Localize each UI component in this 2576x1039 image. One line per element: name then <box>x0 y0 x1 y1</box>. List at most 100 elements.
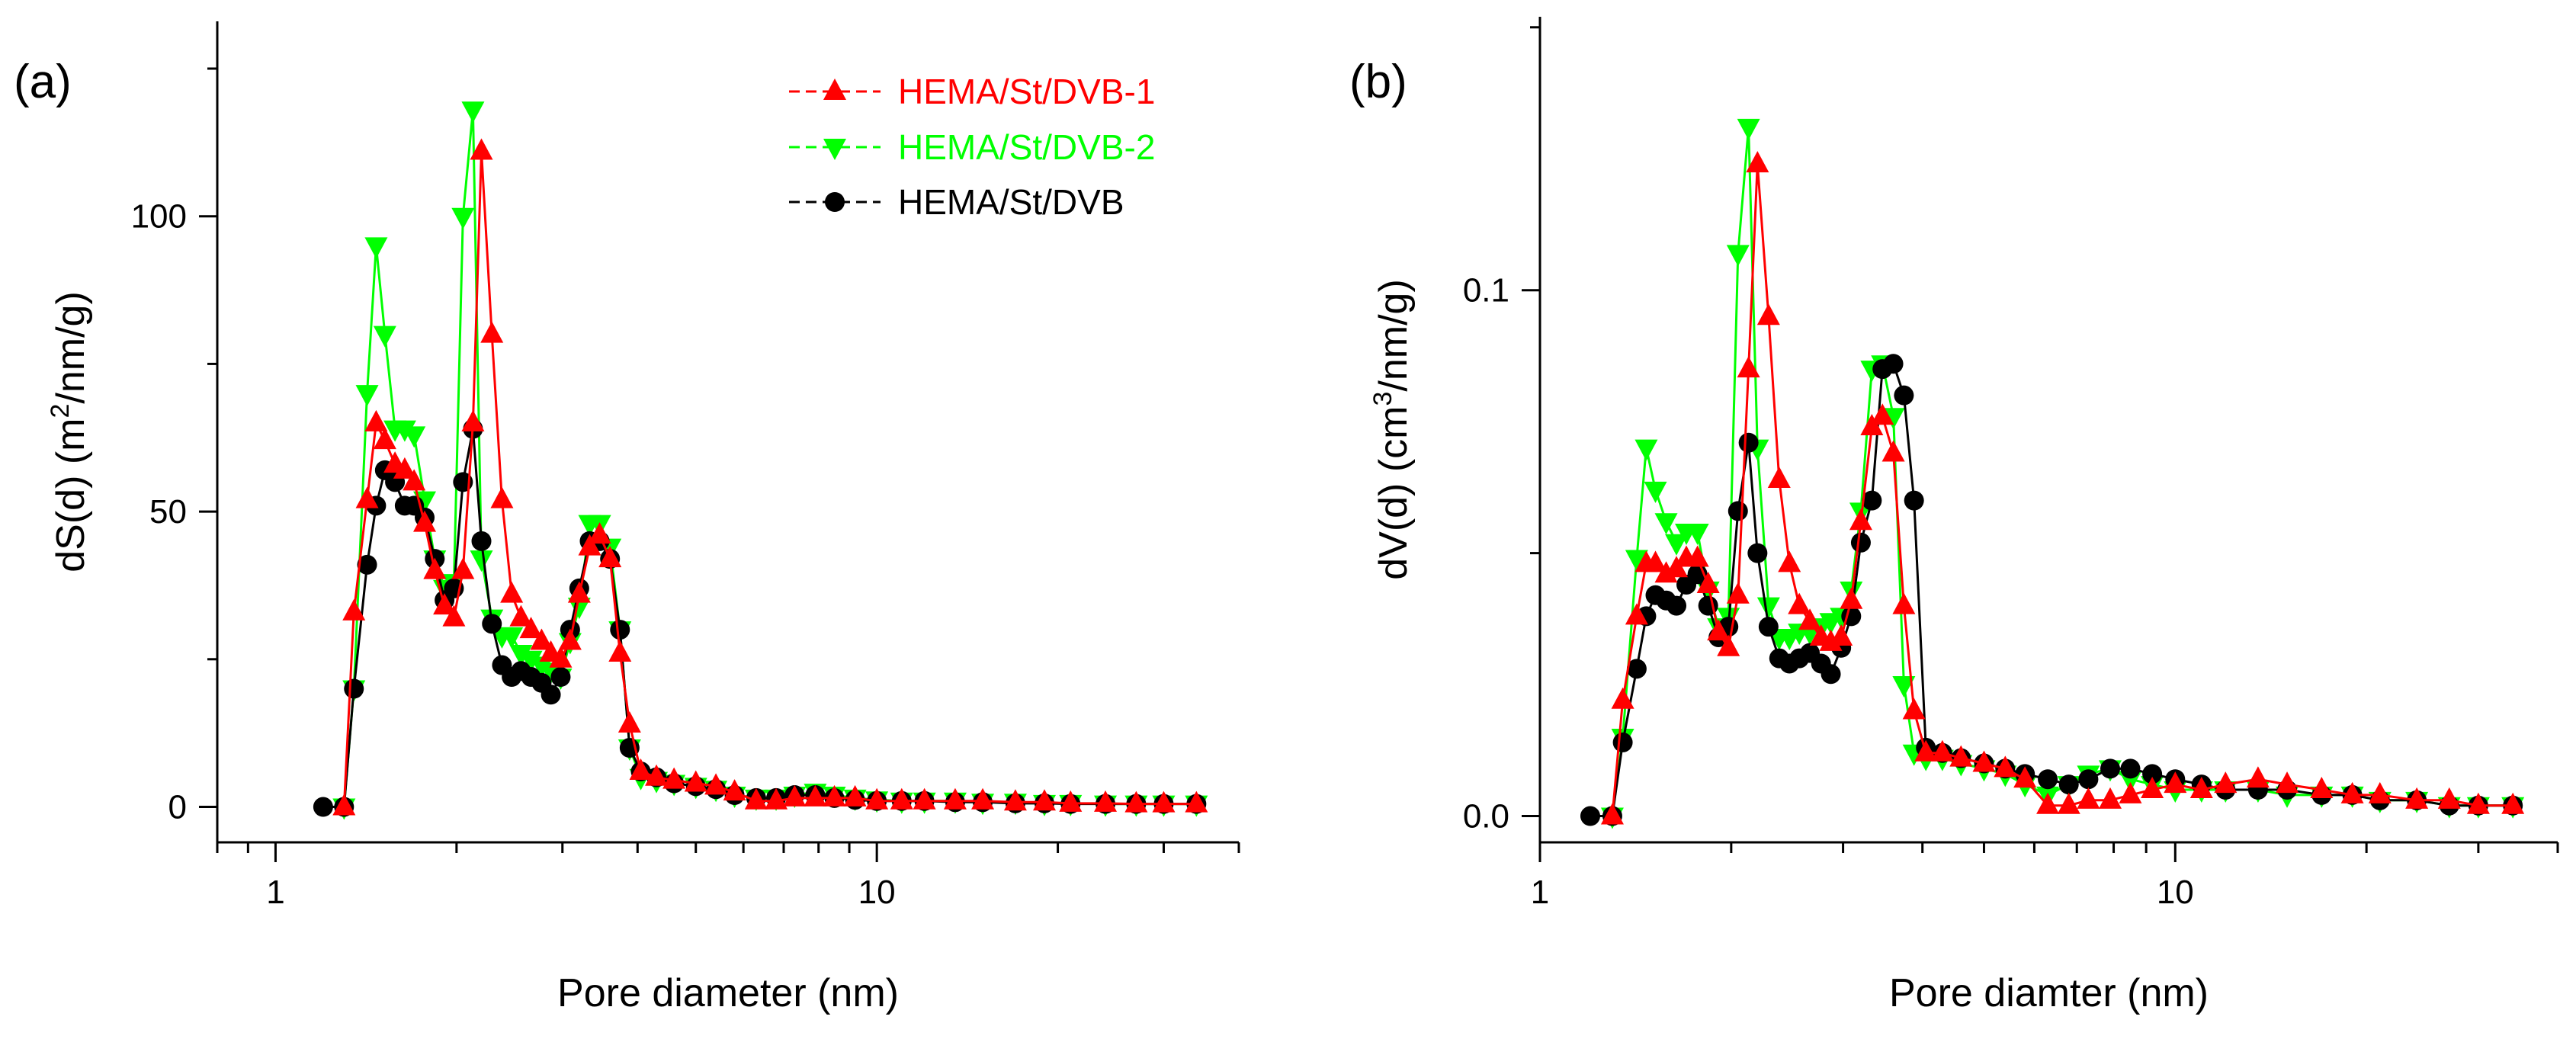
data-point <box>1634 439 1658 461</box>
data-point <box>2013 766 2037 788</box>
data-point <box>403 426 426 448</box>
data-point <box>1059 790 1083 812</box>
data-point <box>1914 739 1938 762</box>
data-point <box>2501 792 2525 814</box>
data-point <box>588 522 611 544</box>
data-point <box>1892 676 1916 698</box>
data-point <box>500 581 524 603</box>
data-point <box>1726 245 1750 267</box>
data-point <box>1862 490 1882 511</box>
data-point <box>1949 745 1973 767</box>
data-point <box>461 409 485 431</box>
data-point <box>610 620 630 640</box>
panel-a-y-tick-label: 100 <box>131 198 187 236</box>
data-point <box>1902 697 1926 720</box>
data-point <box>461 101 485 123</box>
data-point <box>1003 789 1027 811</box>
data-point <box>490 486 514 508</box>
legend-entry-label: HEMA/St/DVB <box>898 182 1124 222</box>
data-point <box>2098 787 2122 809</box>
data-point <box>403 469 426 491</box>
data-point <box>2038 769 2058 790</box>
data-point <box>1094 790 1118 812</box>
data-point <box>530 628 553 650</box>
data-point <box>1611 687 1634 709</box>
data-point <box>344 678 364 699</box>
panel-b-x-tick-label: 10 <box>2157 874 2194 911</box>
data-point <box>2164 771 2187 794</box>
data-point <box>519 617 543 639</box>
data-point <box>2078 769 2099 790</box>
data-point <box>1830 624 1853 646</box>
data-point <box>765 787 788 810</box>
panel-b-y-tick-label: 0.1 <box>1463 272 1509 309</box>
data-point <box>662 767 686 789</box>
data-point <box>1738 432 1759 453</box>
data-point <box>357 554 377 575</box>
data-point <box>2189 777 2213 799</box>
data-point <box>783 784 807 807</box>
panel-a-label: (a) <box>14 56 72 108</box>
data-point <box>865 787 889 810</box>
data-point <box>1737 356 1760 378</box>
data-point <box>313 797 333 817</box>
data-point <box>2120 758 2141 779</box>
data-point <box>1756 597 1780 619</box>
data-point <box>1185 790 1208 813</box>
data-point <box>2058 774 2079 795</box>
data-point <box>1033 789 1057 811</box>
data-point <box>1696 571 1720 593</box>
panel-a-x-tick-label: 1 <box>266 874 284 911</box>
data-point <box>1737 118 1760 140</box>
data-point <box>1756 303 1780 325</box>
panel-a-x-axis-title: Pore diameter (nm) <box>557 971 899 1015</box>
data-point <box>1707 619 1731 641</box>
data-point <box>804 784 827 807</box>
data-point <box>1152 790 1176 813</box>
data-point <box>509 604 533 627</box>
data-point <box>519 650 543 672</box>
data-point <box>2214 771 2238 794</box>
legend-marker <box>823 79 846 100</box>
data-point <box>2246 766 2270 788</box>
data-point <box>1821 664 1841 685</box>
data-point <box>1626 659 1647 679</box>
data-point <box>2142 764 2163 784</box>
data-point <box>1850 532 1871 553</box>
data-point <box>451 207 475 229</box>
legend-marker <box>825 192 845 212</box>
panel-a-y-tick-label: 50 <box>149 493 187 531</box>
data-point <box>550 667 571 688</box>
data-point <box>541 685 561 705</box>
data-point <box>1788 592 1811 614</box>
chart-panel-b: 1 10 0.0 0.1 Pore diamter (nm) dV(d) (cm3/nm/… <box>1349 17 2559 1015</box>
data-point <box>423 557 447 579</box>
data-point <box>2057 792 2080 814</box>
data-point <box>1644 481 1667 503</box>
data-point <box>1840 587 1863 609</box>
data-point <box>471 531 492 551</box>
data-point <box>618 711 641 733</box>
data-point <box>1625 603 1648 625</box>
data-point <box>332 794 356 816</box>
data-point <box>913 787 936 810</box>
data-point <box>470 138 493 160</box>
data-point <box>2276 771 2299 794</box>
data-point <box>1612 732 1633 752</box>
data-point <box>1625 550 1648 572</box>
data-point <box>1654 513 1678 535</box>
data-point <box>451 557 475 579</box>
panel-b-y-axis-title: dV(d) (cm3/nm/g) <box>1368 279 1416 580</box>
data-point <box>1778 550 1801 572</box>
data-point <box>744 787 768 810</box>
data-point <box>1972 750 1996 772</box>
data-point <box>558 628 582 650</box>
data-point <box>2466 792 2490 814</box>
data-point <box>2310 777 2334 799</box>
panel-b-x-tick-label: 1 <box>1531 874 1549 911</box>
data-point <box>684 770 707 792</box>
data-point <box>598 546 622 568</box>
data-point <box>1767 467 1791 489</box>
